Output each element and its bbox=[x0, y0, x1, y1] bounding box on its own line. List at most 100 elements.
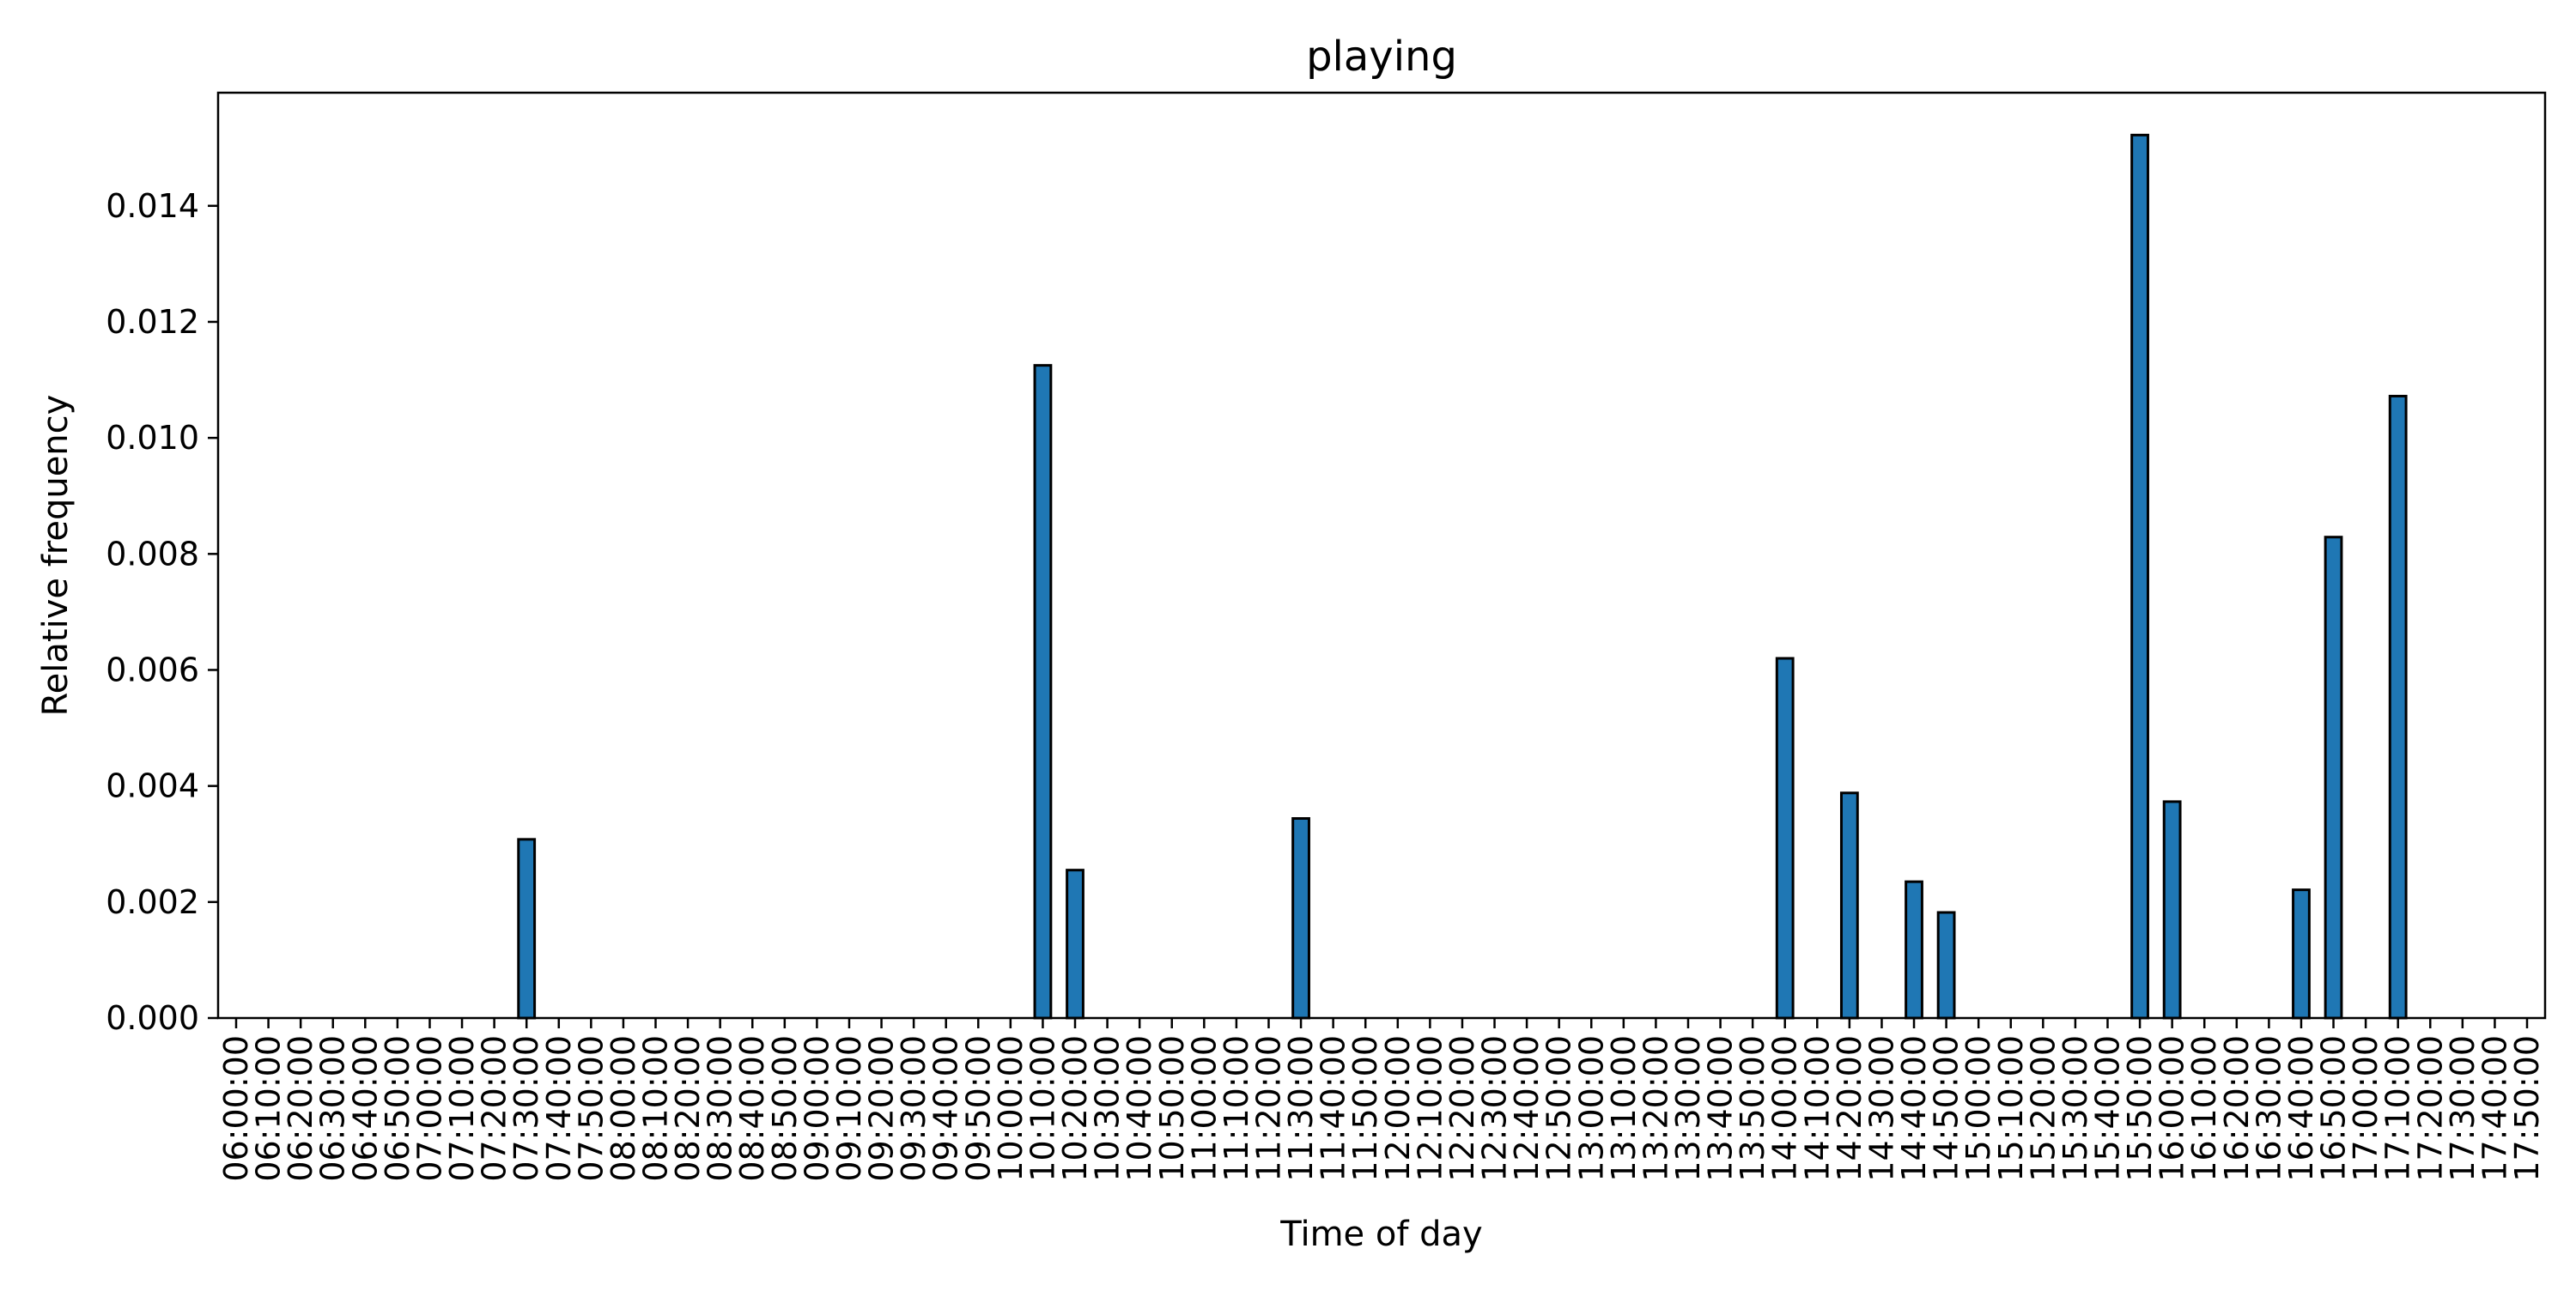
y-tick-label: 0.008 bbox=[106, 535, 199, 573]
x-tick-label: 11:00:00 bbox=[1185, 1035, 1223, 1182]
x-tick-label: 07:40:00 bbox=[540, 1035, 578, 1182]
bar-16-40-00 bbox=[2292, 888, 2311, 1020]
bar-14-00-00 bbox=[1775, 657, 1795, 1020]
x-tick-label: 08:40:00 bbox=[733, 1035, 771, 1182]
x-tick-label: 10:30:00 bbox=[1089, 1035, 1127, 1182]
x-tick-label: 09:00:00 bbox=[798, 1035, 835, 1182]
x-tick-label: 11:30:00 bbox=[1282, 1035, 1320, 1182]
x-tick-label: 12:50:00 bbox=[1540, 1035, 1578, 1182]
bar-16-50-00 bbox=[2324, 536, 2343, 1020]
x-tick-label: 17:50:00 bbox=[2508, 1035, 2546, 1182]
x-tick-label: 14:30:00 bbox=[1862, 1035, 1900, 1182]
x-tick-label: 06:30:00 bbox=[314, 1035, 352, 1182]
bar-10-10-00 bbox=[1033, 364, 1053, 1020]
x-tick-label: 15:10:00 bbox=[1992, 1035, 2030, 1182]
x-tick-label: 15:40:00 bbox=[2088, 1035, 2126, 1182]
x-tick-label: 08:20:00 bbox=[669, 1035, 707, 1182]
y-tick-label: 0.000 bbox=[106, 999, 199, 1037]
x-tick-label: 17:00:00 bbox=[2347, 1035, 2385, 1182]
x-tick-label: 07:20:00 bbox=[476, 1035, 513, 1182]
x-tick-label: 15:00:00 bbox=[1959, 1035, 1997, 1182]
x-tick-label: 13:20:00 bbox=[1637, 1035, 1674, 1182]
x-tick-label: 14:00:00 bbox=[1766, 1035, 1804, 1182]
x-tick-label: 11:10:00 bbox=[1218, 1035, 1255, 1182]
x-tick-label: 13:10:00 bbox=[1605, 1035, 1643, 1182]
x-axis-title: Time of day bbox=[1279, 1215, 1482, 1254]
bar-16-00-00 bbox=[2162, 800, 2182, 1020]
x-tick-label: 15:50:00 bbox=[2121, 1035, 2159, 1182]
y-tick-label: 0.010 bbox=[106, 419, 199, 457]
x-tick-label: 13:40:00 bbox=[1702, 1035, 1740, 1182]
x-tick-label: 17:20:00 bbox=[2411, 1035, 2449, 1182]
y-axis: 0.000 0.002 0.004 0.006 0.008 0.010 0.012 0.014 bbox=[106, 187, 218, 1037]
bar-15-50-00 bbox=[2130, 133, 2149, 1020]
x-tick-label: 08:00:00 bbox=[605, 1035, 642, 1182]
bar-14-50-00 bbox=[1936, 911, 1956, 1020]
y-tick-label: 0.014 bbox=[106, 187, 199, 225]
x-tick-label: 13:00:00 bbox=[1572, 1035, 1610, 1182]
x-tick-label: 08:50:00 bbox=[766, 1035, 804, 1182]
x-axis: 06:00:0006:10:0006:20:0006:30:0006:40:00… bbox=[217, 1018, 2546, 1182]
x-tick-label: 16:30:00 bbox=[2250, 1035, 2287, 1182]
x-tick-label: 17:10:00 bbox=[2379, 1035, 2417, 1182]
y-tick-label: 0.004 bbox=[106, 767, 199, 805]
x-tick-label: 12:30:00 bbox=[1476, 1035, 1514, 1182]
bars-layer bbox=[517, 133, 2408, 1020]
x-tick-label: 12:40:00 bbox=[1508, 1035, 1546, 1182]
y-tick-label: 0.002 bbox=[106, 883, 199, 921]
bar-10-20-00 bbox=[1066, 869, 1084, 1020]
y-tick-label: 0.006 bbox=[106, 651, 199, 688]
x-tick-label: 08:30:00 bbox=[702, 1035, 739, 1182]
x-tick-label: 06:10:00 bbox=[250, 1035, 288, 1182]
x-tick-label: 16:00:00 bbox=[2154, 1035, 2191, 1182]
x-tick-label: 16:10:00 bbox=[2185, 1035, 2223, 1182]
x-tick-label: 12:20:00 bbox=[1443, 1035, 1481, 1182]
x-tick-label: 09:40:00 bbox=[927, 1035, 965, 1182]
x-tick-label: 11:20:00 bbox=[1249, 1035, 1287, 1182]
x-tick-label: 15:20:00 bbox=[2024, 1035, 2062, 1182]
bar-14-20-00 bbox=[1839, 791, 1859, 1020]
x-tick-label: 11:50:00 bbox=[1346, 1035, 1384, 1182]
x-tick-label: 14:10:00 bbox=[1798, 1035, 1836, 1182]
x-tick-label: 16:50:00 bbox=[2315, 1035, 2353, 1182]
x-tick-label: 14:40:00 bbox=[1895, 1035, 1933, 1182]
x-tick-label: 11:40:00 bbox=[1315, 1035, 1352, 1182]
x-tick-label: 07:30:00 bbox=[507, 1035, 545, 1182]
x-tick-label: 08:10:00 bbox=[637, 1035, 675, 1182]
bar-14-40-00 bbox=[1905, 880, 1923, 1020]
x-tick-label: 17:30:00 bbox=[2444, 1035, 2482, 1182]
x-tick-label: 10:10:00 bbox=[1024, 1035, 1061, 1182]
y-tick-label: 0.012 bbox=[106, 303, 199, 341]
x-tick-label: 06:20:00 bbox=[282, 1035, 319, 1182]
x-tick-label: 09:20:00 bbox=[863, 1035, 901, 1182]
x-tick-label: 06:50:00 bbox=[379, 1035, 416, 1182]
y-axis-title: Relative frequency bbox=[36, 395, 76, 717]
x-tick-label: 09:50:00 bbox=[959, 1035, 997, 1182]
x-tick-label: 10:40:00 bbox=[1121, 1035, 1158, 1182]
x-tick-label: 07:10:00 bbox=[443, 1035, 481, 1182]
x-tick-label: 12:00:00 bbox=[1379, 1035, 1417, 1182]
bar-11-30-00 bbox=[1291, 817, 1310, 1020]
x-tick-label: 13:50:00 bbox=[1734, 1035, 1771, 1182]
x-tick-label: 15:30:00 bbox=[2057, 1035, 2094, 1182]
x-tick-label: 09:30:00 bbox=[895, 1035, 933, 1182]
x-tick-label: 07:50:00 bbox=[572, 1035, 610, 1182]
x-tick-label: 10:20:00 bbox=[1056, 1035, 1094, 1182]
x-tick-label: 16:40:00 bbox=[2282, 1035, 2320, 1182]
x-tick-label: 13:30:00 bbox=[1669, 1035, 1707, 1182]
x-tick-label: 07:00:00 bbox=[410, 1035, 448, 1182]
bar-17-10-00 bbox=[2388, 394, 2408, 1020]
x-tick-label: 09:10:00 bbox=[830, 1035, 868, 1182]
x-tick-label: 10:00:00 bbox=[992, 1035, 1030, 1182]
x-tick-label: 10:50:00 bbox=[1153, 1035, 1191, 1182]
x-tick-label: 12:10:00 bbox=[1411, 1035, 1449, 1182]
x-tick-label: 14:20:00 bbox=[1831, 1035, 1868, 1182]
bar-07-30-00 bbox=[517, 838, 537, 1020]
x-tick-label: 14:50:00 bbox=[1928, 1035, 1965, 1182]
x-tick-label: 06:00:00 bbox=[217, 1035, 255, 1182]
chart-title: playing bbox=[1306, 33, 1457, 81]
x-tick-label: 17:40:00 bbox=[2476, 1035, 2513, 1182]
x-tick-label: 16:20:00 bbox=[2218, 1035, 2256, 1182]
